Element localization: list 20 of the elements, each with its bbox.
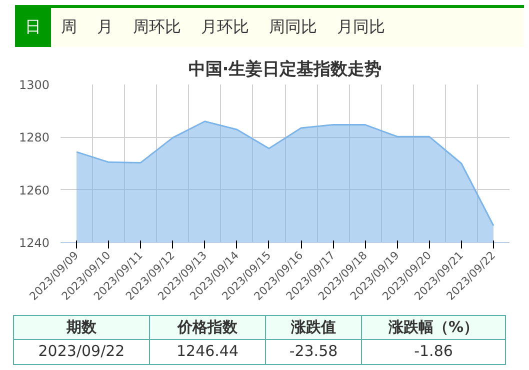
text: 月同比: [336, 16, 386, 38]
text: 周同比: [268, 16, 318, 38]
text: 月环比: [200, 16, 250, 38]
text: 1246.44: [150, 340, 266, 364]
y-tick-label: 1300: [18, 78, 50, 92]
text: -1.86: [362, 340, 506, 364]
text: 周: [60, 16, 78, 38]
text: 2023/09/22: [14, 340, 150, 364]
text: 日: [15, 8, 51, 47]
chart-title: 中国·生姜日定基指数走势: [188, 58, 382, 80]
text: 周环比: [132, 16, 182, 38]
text: 期数: [14, 316, 150, 340]
text: 涨跌幅（%）: [362, 316, 506, 340]
text: 月: [96, 16, 114, 38]
y-tick-label: 1260: [18, 183, 50, 198]
text: 价格指数: [150, 316, 266, 340]
text: -23.58: [266, 340, 362, 364]
text: 涨跌值: [266, 316, 362, 340]
y-tick-label: 1280: [18, 130, 50, 145]
y-tick-label: 1240: [18, 236, 50, 250]
